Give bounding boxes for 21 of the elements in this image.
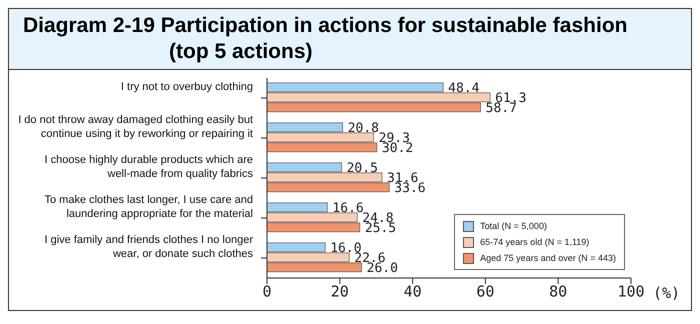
y-tick-label: I try not to overbuy clothing (120, 81, 253, 93)
data-label: 20.5 (346, 160, 378, 176)
x-tick-label: 20 (330, 282, 349, 301)
legend-label: Total (N = 5,000) (480, 220, 547, 233)
y-tick-label: To make clothes last longer, I use care and laundering appropriate for the material (44, 194, 253, 220)
x-tick-label: 80 (549, 282, 568, 301)
data-label: 20.8 (348, 120, 380, 136)
legend-label: 65-74 years old (N = 1,119) (480, 236, 590, 249)
chart-title: Diagram 2-19 Participation in actions for sustainable fashion (23, 13, 628, 39)
y-tick-label: I give family and friends clothes I no longer wear, or donate such clothes (44, 234, 254, 260)
chart-subtitle: (top 5 actions) (168, 39, 314, 65)
data-label: 16.6 (332, 200, 364, 216)
x-tick-label: 0 (262, 282, 272, 301)
legend-label: Aged 75 years and over (N = 443) (480, 252, 616, 265)
x-tick-label: 100 (617, 282, 645, 301)
data-label: 48.4 (448, 80, 480, 96)
y-tick-label: I do not throw away damaged clothing easily but continue using it by reworking or repairing it (18, 114, 253, 140)
x-tick-label: 60 (476, 282, 494, 301)
x-tick-label: 40 (404, 282, 422, 301)
x-axis-title: (%) (653, 284, 680, 302)
y-tick-label: I choose highly durable products which are well-made from quality fabrics (44, 154, 254, 180)
